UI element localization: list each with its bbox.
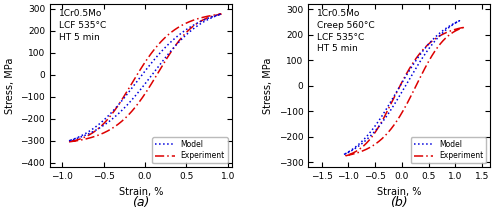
X-axis label: Strain, %: Strain, % [377, 187, 422, 197]
Text: (b): (b) [390, 196, 408, 209]
Text: 1Cr0.5Mo
Creep 560°C
LCF 535°C
HT 5 min: 1Cr0.5Mo Creep 560°C LCF 535°C HT 5 min [318, 9, 375, 54]
Y-axis label: Stress, MPa: Stress, MPa [5, 57, 15, 114]
Text: (a): (a) [132, 196, 150, 209]
Text: 1Cr0.5Mo
LCF 535°C
HT 5 min: 1Cr0.5Mo LCF 535°C HT 5 min [59, 9, 106, 42]
Legend: Model, Experiment: Model, Experiment [152, 137, 228, 163]
Y-axis label: Stress, MPa: Stress, MPa [263, 57, 273, 114]
Legend: Model, Experiment: Model, Experiment [410, 137, 486, 163]
X-axis label: Strain, %: Strain, % [118, 187, 163, 197]
